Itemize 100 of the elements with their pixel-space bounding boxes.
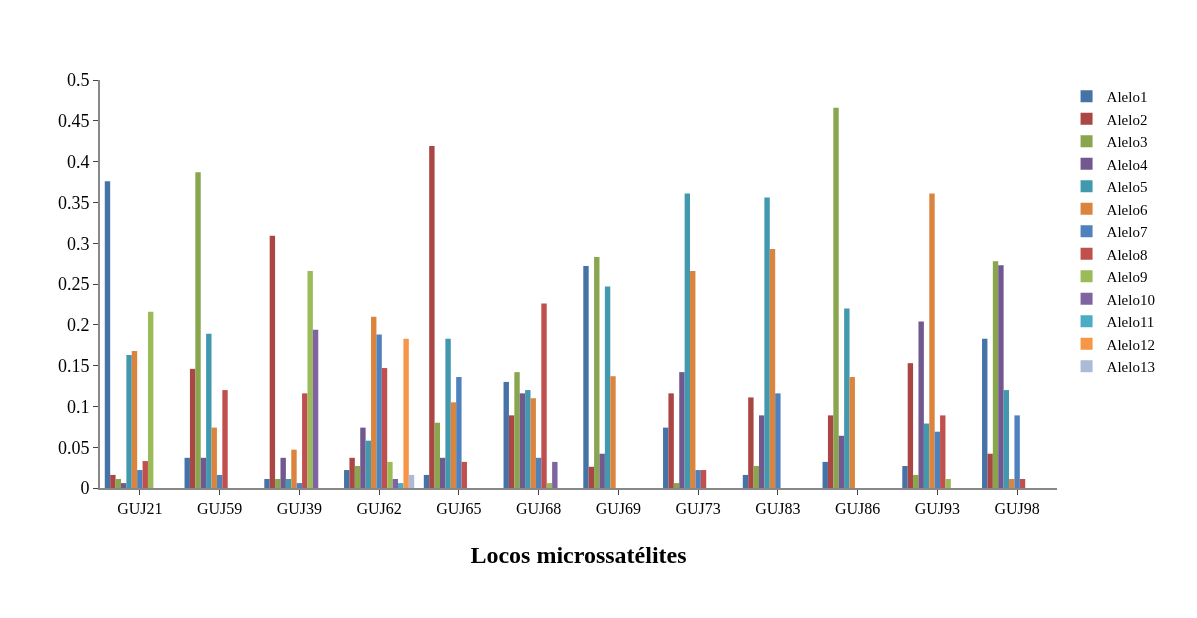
bar bbox=[684, 193, 691, 488]
bar bbox=[940, 415, 946, 488]
bar bbox=[838, 435, 845, 488]
y-tick-label: 0.45 bbox=[57, 111, 90, 132]
legend-label: Alelo7 bbox=[1106, 224, 1148, 241]
bar bbox=[987, 453, 993, 488]
x-tick-label: GUJ65 bbox=[436, 500, 482, 518]
bar bbox=[137, 470, 143, 488]
x-tick-label: GUJ39 bbox=[276, 500, 323, 518]
bar bbox=[349, 457, 355, 488]
bar bbox=[387, 461, 393, 488]
bar bbox=[189, 368, 196, 488]
bar bbox=[365, 440, 372, 488]
bar bbox=[530, 398, 536, 488]
bar bbox=[599, 453, 605, 488]
bar bbox=[827, 415, 834, 488]
x-tick-label: GUJ68 bbox=[515, 500, 562, 518]
bar bbox=[934, 431, 941, 488]
bar bbox=[695, 470, 701, 488]
bar bbox=[312, 329, 319, 488]
x-tick-label: GUJ59 bbox=[196, 500, 243, 518]
legend-label: Alelo3 bbox=[1106, 134, 1148, 151]
bar bbox=[833, 107, 839, 488]
bar bbox=[764, 197, 770, 488]
y-tick-label: 0.15 bbox=[57, 355, 90, 376]
bar bbox=[690, 270, 696, 488]
bar bbox=[408, 474, 415, 488]
bar bbox=[291, 449, 297, 488]
bar bbox=[604, 286, 611, 488]
bar bbox=[1003, 390, 1010, 488]
legend-label: Alelo1 bbox=[1106, 89, 1148, 106]
bar bbox=[992, 261, 999, 488]
bar bbox=[264, 479, 270, 488]
x-tick-label: GUJ69 bbox=[595, 500, 642, 518]
bar bbox=[668, 393, 674, 488]
bar bbox=[285, 479, 292, 488]
bar bbox=[354, 465, 361, 488]
bar bbox=[594, 257, 600, 488]
legend-label: Alelo2 bbox=[1106, 111, 1148, 128]
bar bbox=[439, 457, 446, 488]
bar bbox=[929, 193, 935, 488]
bar bbox=[269, 235, 276, 488]
bar bbox=[461, 461, 467, 488]
legend-label: Alelo9 bbox=[1106, 269, 1148, 286]
bar bbox=[822, 461, 828, 488]
bar bbox=[371, 316, 377, 488]
bar bbox=[663, 427, 669, 488]
y-tick-label: 0.3 bbox=[66, 233, 90, 254]
bar bbox=[525, 390, 531, 488]
legend-label: Alelo8 bbox=[1106, 246, 1148, 263]
y-tick-label: 0.2 bbox=[66, 315, 90, 336]
y-tick-label: 0.25 bbox=[57, 274, 90, 295]
bar bbox=[998, 265, 1004, 488]
bar bbox=[280, 457, 286, 488]
bar bbox=[519, 393, 526, 488]
x-tick-label: GUJ93 bbox=[914, 500, 961, 518]
bar bbox=[423, 474, 430, 488]
bar bbox=[700, 470, 707, 488]
legend-label: Alelo10 bbox=[1106, 291, 1155, 308]
bar bbox=[907, 363, 914, 488]
legend-label: Alelo6 bbox=[1106, 201, 1148, 218]
bar bbox=[307, 270, 313, 488]
legend-label: Alelo5 bbox=[1106, 179, 1148, 196]
bar bbox=[222, 390, 228, 488]
bar bbox=[742, 474, 749, 488]
bar bbox=[126, 354, 132, 488]
bar bbox=[508, 415, 515, 488]
bar bbox=[216, 474, 223, 488]
bar bbox=[211, 427, 217, 488]
y-tick-label: 0 bbox=[80, 478, 90, 499]
y-tick-label: 0.35 bbox=[57, 192, 90, 213]
bar bbox=[302, 393, 308, 488]
bar bbox=[913, 474, 919, 488]
bar bbox=[748, 397, 754, 488]
bar bbox=[445, 338, 451, 488]
x-tick-label: GUJ83 bbox=[755, 500, 801, 518]
bar bbox=[344, 470, 350, 488]
bar bbox=[610, 376, 616, 488]
bar bbox=[195, 172, 201, 488]
bar bbox=[147, 311, 154, 488]
bar bbox=[902, 465, 908, 488]
y-tick-label: 0.05 bbox=[57, 437, 90, 458]
y-tick-label: 0.1 bbox=[66, 396, 90, 417]
bar bbox=[552, 461, 558, 488]
bar bbox=[104, 181, 111, 488]
bar bbox=[1019, 479, 1026, 488]
bar bbox=[514, 372, 520, 488]
y-tick-label: 0.5 bbox=[66, 70, 90, 91]
bar bbox=[918, 321, 924, 488]
bar bbox=[131, 350, 138, 488]
bar bbox=[923, 423, 930, 488]
bar bbox=[503, 381, 509, 488]
bar bbox=[982, 338, 988, 488]
bar bbox=[381, 368, 388, 488]
bar bbox=[679, 372, 685, 488]
bar bbox=[546, 483, 553, 488]
bar bbox=[1014, 415, 1020, 488]
bar bbox=[450, 402, 457, 488]
x-tick-label: GUJ86 bbox=[834, 500, 881, 518]
bar bbox=[398, 483, 404, 488]
